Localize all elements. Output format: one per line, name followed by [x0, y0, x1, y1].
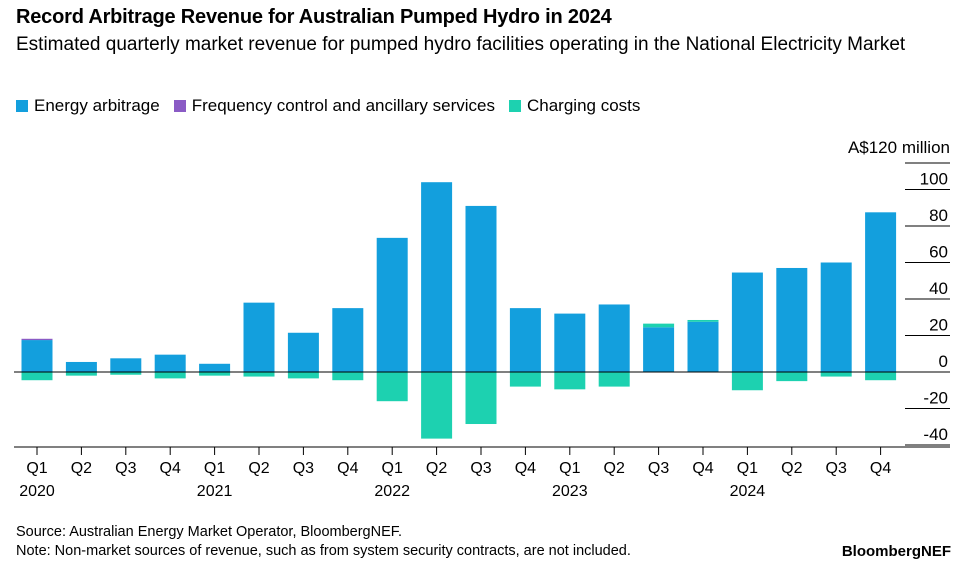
bar-charging-costs: [865, 372, 897, 381]
bar-charging-costs: [154, 372, 186, 379]
legend-item-energy-arbitrage: Energy arbitrage: [16, 96, 160, 116]
bar-energy-arbitrage: [820, 262, 852, 372]
y-tick-label: -40: [923, 425, 948, 444]
x-year-label: 2022: [374, 483, 410, 500]
bar-energy-arbitrage: [110, 358, 142, 372]
x-tick-label: Q4: [870, 460, 891, 477]
bar-charging-costs: [287, 372, 319, 379]
x-tick-label: Q1: [737, 460, 758, 477]
footnote: Note: Non-market sources of revenue, suc…: [16, 543, 631, 559]
x-tick-label: Q4: [692, 460, 713, 477]
x-tick-label: Q1: [382, 460, 403, 477]
x-year-label: 2021: [197, 483, 233, 500]
bar-energy-arbitrage: [731, 272, 763, 372]
x-tick-label: Q4: [337, 460, 358, 477]
x-tick-label: Q2: [781, 460, 802, 477]
x-tick-label: Q1: [204, 460, 225, 477]
y-tick-label: 40: [929, 279, 948, 298]
x-tick-label: Q1: [559, 460, 580, 477]
x-tick-label: Q3: [293, 460, 314, 477]
bar-charging-costs: [376, 372, 408, 402]
bar-charging-costs: [110, 372, 142, 375]
bar-charging-costs: [731, 372, 763, 391]
bar-fcas: [21, 338, 53, 341]
bar-energy-arbitrage: [509, 308, 541, 372]
legend-label-energy-arbitrage: Energy arbitrage: [34, 96, 160, 115]
legend-swatch-charging-costs: [509, 100, 521, 112]
bar-energy-arbitrage: [287, 332, 319, 372]
y-tick-label: 0: [939, 352, 948, 371]
x-tick-label: Q4: [160, 460, 181, 477]
legend-label-fcas: Frequency control and ancillary services: [191, 96, 495, 115]
bar-energy-arbitrage: [21, 340, 53, 372]
legend-label-charging-costs: Charging costs: [527, 96, 641, 115]
source-note: Source: Australian Energy Market Operato…: [16, 524, 403, 540]
x-year-label: 2023: [552, 483, 588, 500]
x-tick-label: Q3: [826, 460, 847, 477]
bar-energy-arbitrage: [865, 212, 897, 372]
y-unit-label: A$120 million: [848, 138, 950, 157]
bar-charging-costs: [509, 372, 541, 387]
bar-charging-costs: [820, 372, 852, 377]
bar-charging-costs: [598, 372, 630, 387]
bar-energy-arbitrage: [376, 237, 408, 372]
bar-energy-arbitrage: [199, 363, 231, 372]
bar-energy-arbitrage: [687, 321, 719, 372]
x-tick-label: Q2: [248, 460, 269, 477]
bar-energy-arbitrage: [643, 327, 675, 372]
legend-item-fcas: Frequency control and ancillary services: [173, 96, 495, 116]
x-tick-label: Q4: [515, 460, 536, 477]
legend-item-charging-costs: Charging costs: [509, 96, 640, 116]
x-tick-label: Q2: [604, 460, 625, 477]
x-tick-label: Q3: [470, 460, 491, 477]
brand-logo: BloombergNEF: [841, 543, 951, 560]
bar-charging-costs: [199, 372, 231, 376]
x-tick-label: Q1: [26, 460, 47, 477]
bar-charging-costs: [421, 372, 453, 439]
bar-energy-arbitrage: [465, 205, 497, 372]
bar-energy-arbitrage: [243, 302, 275, 372]
bar-energy-arbitrage: [554, 313, 586, 372]
bar-charging-costs: [332, 372, 364, 381]
legend-swatch-energy-arbitrage: [16, 100, 28, 112]
x-tick-label: Q3: [648, 460, 669, 477]
bar-energy-arbitrage: [154, 354, 186, 372]
bar-charging-costs: [21, 372, 53, 381]
chart-subtitle: Estimated quarterly market revenue for p…: [16, 34, 906, 55]
bar-charging-costs: [65, 372, 97, 376]
y-tick-label: -20: [923, 389, 948, 408]
bar-energy-arbitrage: [598, 304, 630, 372]
y-tick-label: 60: [929, 243, 948, 262]
y-tick-label: 80: [929, 206, 948, 225]
bar-energy-arbitrage: [65, 361, 97, 372]
bar-charging-costs: [243, 372, 275, 377]
x-year-label: 2020: [19, 483, 55, 500]
x-tick-label: Q2: [426, 460, 447, 477]
y-tick-label: 100: [920, 170, 948, 189]
bar-charging-costs: [554, 372, 586, 390]
bar-energy-arbitrage: [421, 182, 453, 372]
legend: Energy arbitrage Frequency control and a…: [16, 96, 654, 116]
bar-energy-arbitrage: [776, 267, 808, 372]
bar-charging-costs: [687, 319, 719, 322]
chart-title: Record Arbitrage Revenue for Australian …: [16, 6, 612, 28]
x-tick-label: Q3: [115, 460, 136, 477]
bar-charging-costs: [643, 323, 675, 328]
x-tick-label: Q2: [71, 460, 92, 477]
bar-energy-arbitrage: [332, 308, 364, 372]
legend-swatch-fcas: [173, 100, 186, 112]
y-tick-label: 20: [929, 316, 948, 335]
x-year-label: 2024: [730, 483, 766, 500]
bar-charging-costs: [465, 372, 497, 425]
bar-charging-costs: [776, 372, 808, 382]
